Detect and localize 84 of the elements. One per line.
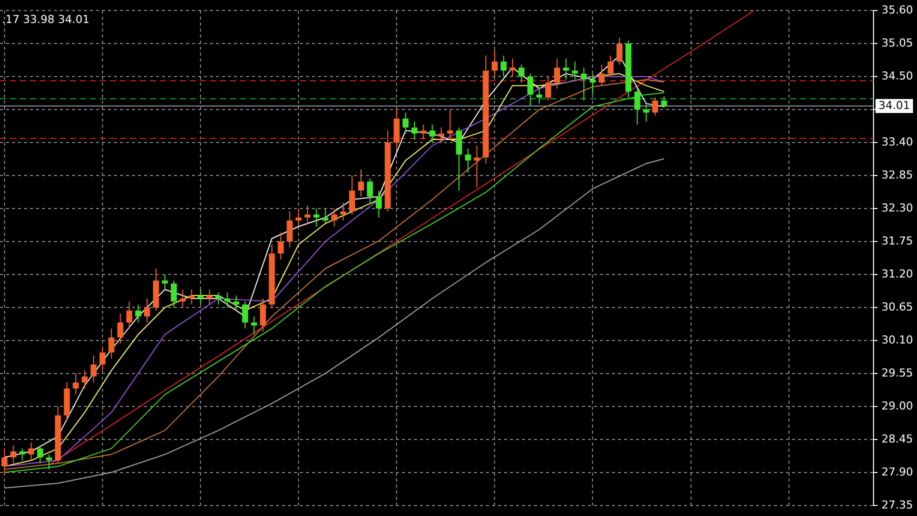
candlestick bbox=[500, 55, 507, 78]
candlestick bbox=[643, 103, 650, 122]
candlestick bbox=[233, 294, 240, 311]
candlestick bbox=[313, 208, 320, 228]
candlestick bbox=[464, 148, 471, 174]
candlestick bbox=[144, 298, 150, 323]
candlestick bbox=[438, 127, 444, 144]
candlestick bbox=[358, 169, 364, 198]
y-tick-label: 35.05 bbox=[882, 36, 914, 50]
candlestick bbox=[82, 370, 88, 389]
candlestick bbox=[340, 202, 346, 222]
y-tick-label: 30.10 bbox=[882, 333, 914, 346]
candlestick bbox=[1, 448, 8, 476]
candlestick bbox=[366, 178, 373, 204]
candlestick bbox=[572, 61, 578, 80]
candlestick bbox=[162, 274, 168, 290]
candlestick bbox=[608, 55, 614, 78]
y-tick-label: 35.60 bbox=[882, 3, 914, 16]
candlestick bbox=[100, 346, 106, 371]
candlestick bbox=[510, 58, 516, 78]
y-tick-label: 28.45 bbox=[882, 432, 914, 446]
candlestick bbox=[117, 312, 124, 344]
candlestick bbox=[10, 444, 16, 464]
candlestick bbox=[616, 37, 622, 66]
candlestick bbox=[527, 73, 534, 108]
candlestick bbox=[331, 208, 338, 228]
y-tick-label: 31.75 bbox=[882, 234, 914, 248]
candlestick bbox=[456, 127, 462, 192]
candlestick bbox=[554, 58, 560, 90]
candlestick bbox=[429, 124, 436, 144]
candlestick bbox=[260, 298, 266, 332]
y-tick-label: 32.85 bbox=[882, 168, 914, 182]
candlestick bbox=[126, 300, 132, 329]
candlestick bbox=[286, 211, 293, 248]
candlestick bbox=[278, 232, 284, 260]
candlestick bbox=[661, 96, 668, 108]
candlestick bbox=[349, 175, 356, 216]
candlestick bbox=[242, 300, 248, 329]
candlestick bbox=[198, 288, 204, 305]
candlestick bbox=[215, 292, 222, 305]
y-tick-label: 29.55 bbox=[882, 366, 914, 380]
candlestick bbox=[590, 73, 596, 96]
candlestick bbox=[402, 112, 409, 134]
candlestick bbox=[206, 288, 212, 305]
y-tick-label: 27.35 bbox=[882, 498, 914, 512]
candlestick bbox=[224, 292, 230, 308]
candlestick bbox=[545, 76, 552, 102]
candlestick bbox=[188, 288, 195, 305]
candlestick bbox=[28, 442, 34, 461]
candlestick bbox=[536, 88, 542, 104]
candlestick bbox=[598, 64, 605, 86]
candlestick bbox=[474, 145, 480, 188]
candlestick bbox=[90, 354, 97, 383]
candlestick bbox=[420, 124, 426, 140]
candlestick bbox=[580, 67, 587, 102]
candlestick bbox=[180, 288, 186, 308]
candlestick bbox=[563, 58, 569, 80]
y-tick-label: 27.90 bbox=[882, 465, 914, 478]
y-tick-label: 34.50 bbox=[882, 69, 914, 82]
candlestick bbox=[46, 454, 52, 470]
y-tick-label: 33.40 bbox=[882, 135, 914, 148]
candlestick bbox=[251, 316, 258, 335]
candlestick bbox=[322, 208, 328, 224]
candlestick bbox=[19, 448, 26, 461]
candlestick bbox=[411, 121, 418, 140]
candlestick bbox=[394, 109, 400, 150]
y-tick-label: 29.00 bbox=[882, 399, 914, 412]
y-tick-label: 31.20 bbox=[882, 267, 914, 280]
ref-line-label: 34.01 bbox=[878, 98, 910, 112]
candlestick bbox=[135, 304, 142, 323]
candlestick bbox=[447, 109, 454, 140]
candlestick bbox=[108, 328, 114, 359]
candlestick bbox=[376, 190, 382, 218]
y-tick-label: 32.30 bbox=[882, 201, 914, 214]
candlestick bbox=[304, 205, 311, 224]
annotation: .17 33.98 34.01 bbox=[2, 12, 90, 26]
candlestick bbox=[296, 208, 302, 228]
candlestick bbox=[37, 444, 44, 464]
candlestick bbox=[72, 372, 79, 395]
candlestick bbox=[652, 97, 658, 116]
y-tick-label: 30.65 bbox=[882, 300, 914, 314]
candlestick bbox=[518, 64, 524, 84]
candlestick bbox=[170, 280, 177, 308]
candlestick bbox=[492, 49, 498, 78]
